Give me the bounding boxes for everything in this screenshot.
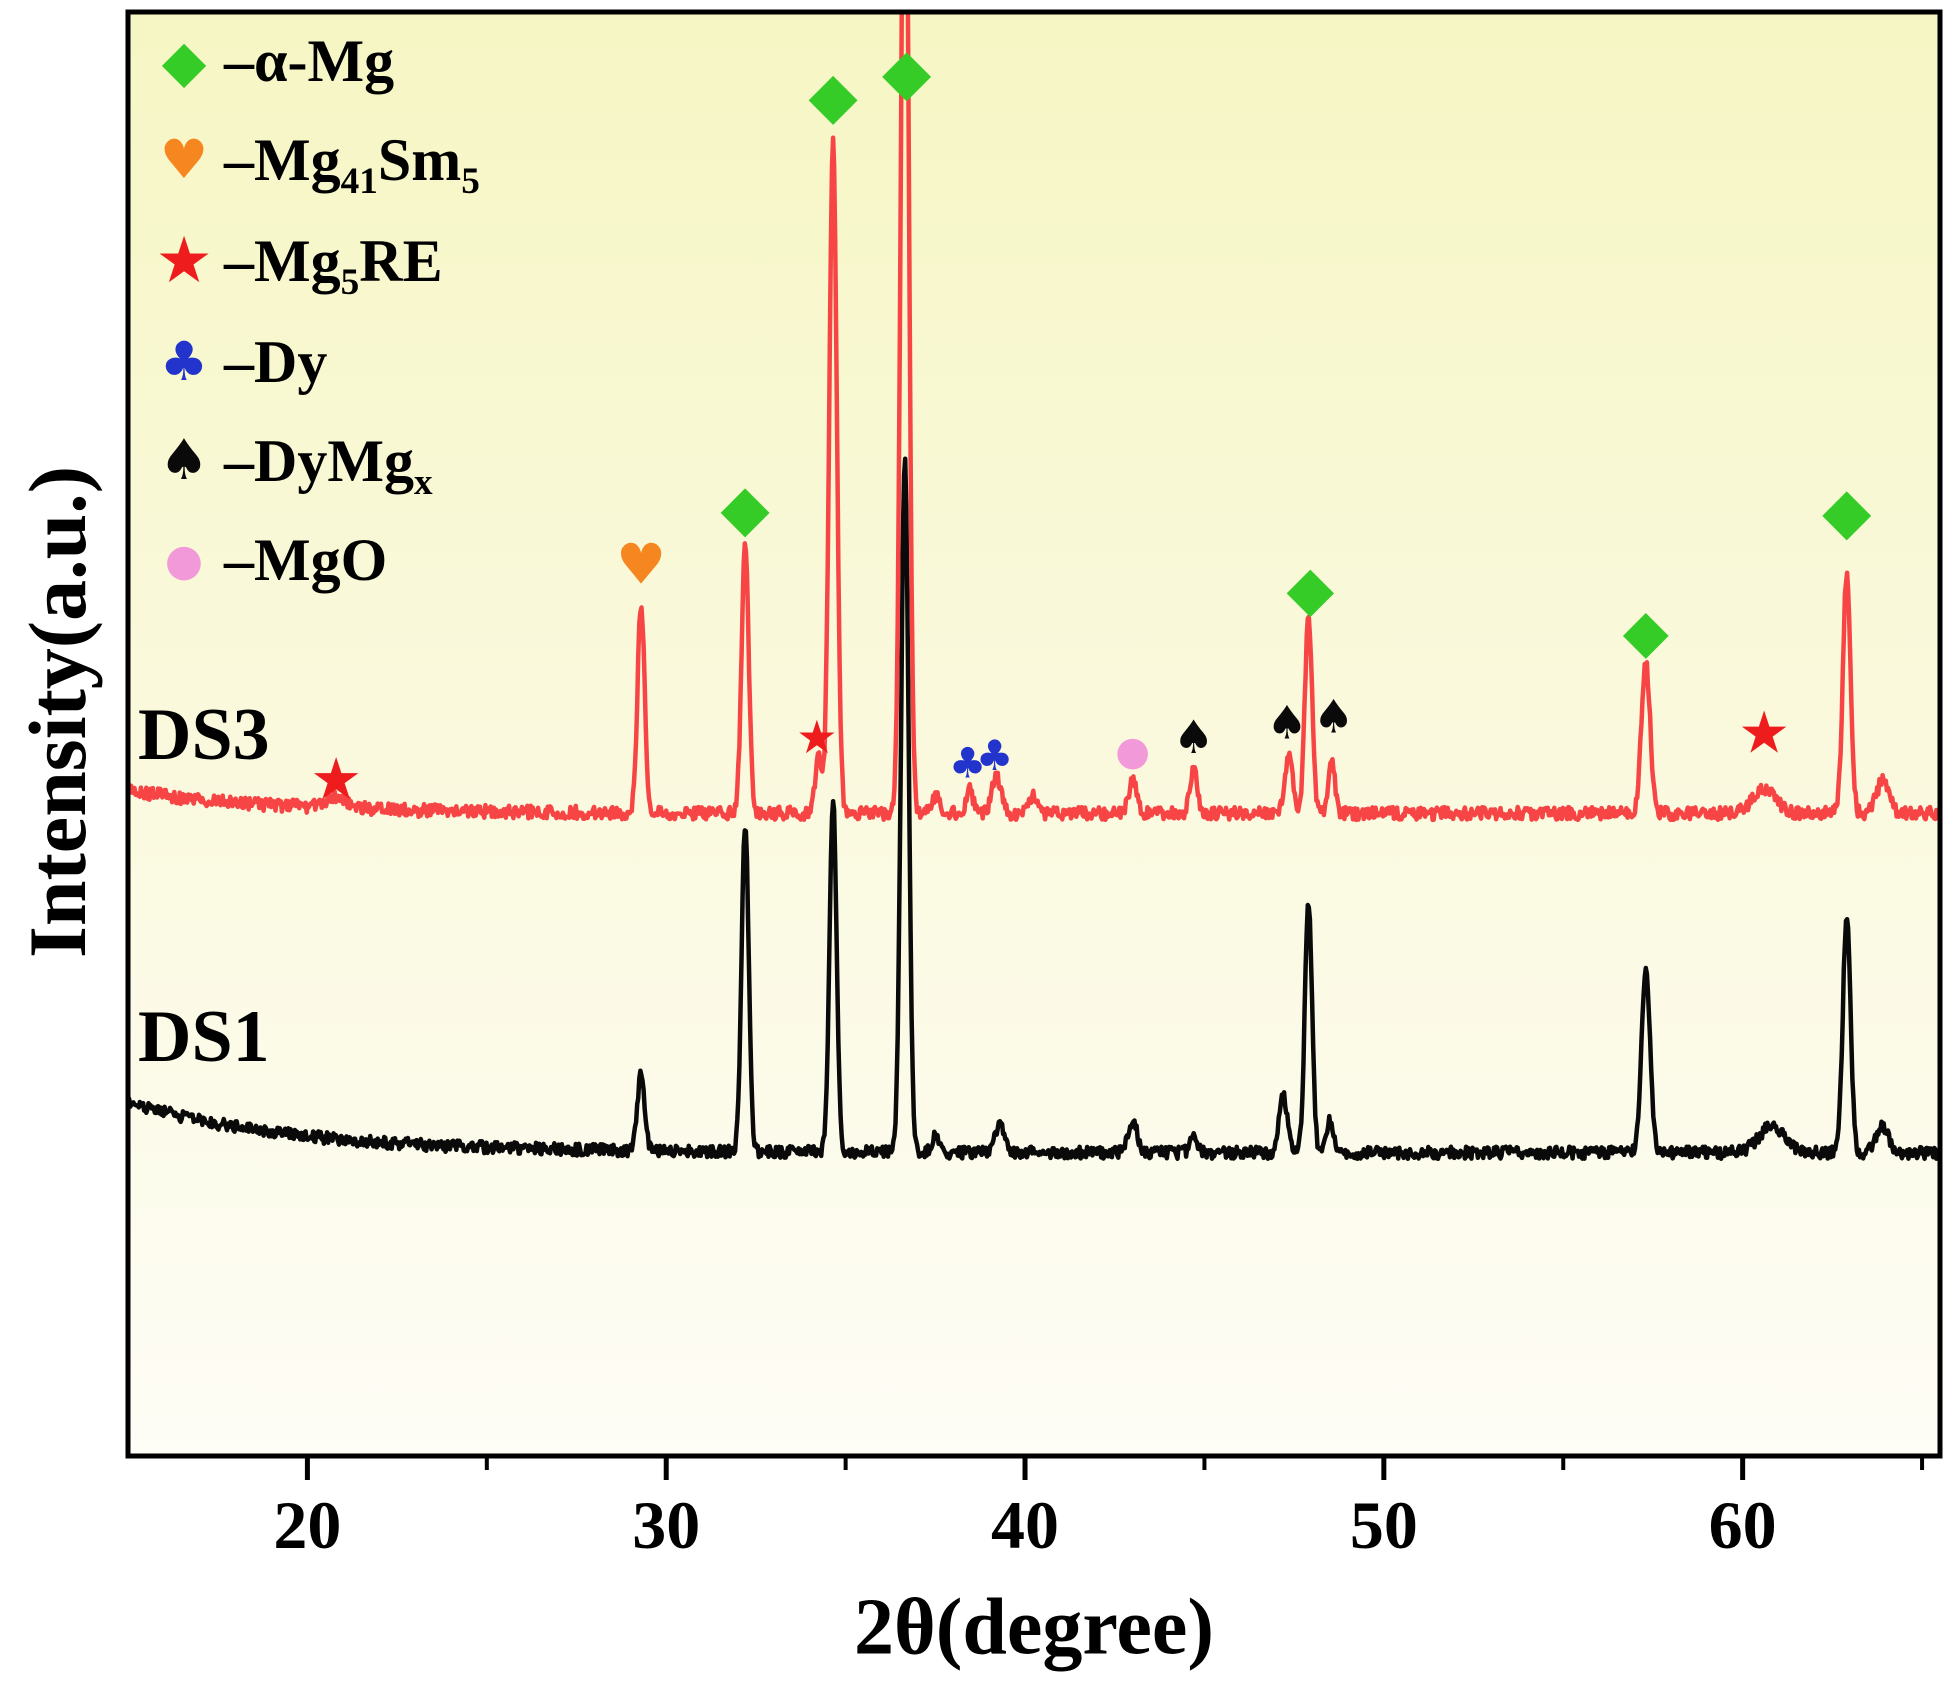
x-tick-label: 60	[1709, 1487, 1777, 1563]
x-tick-label: 40	[991, 1487, 1059, 1563]
legend-item-1: ♥ –Mg41Sm5	[148, 127, 480, 202]
curves	[128, 12, 1940, 1162]
marker-club-icon: ♣	[976, 731, 1014, 780]
legend-label: –α-Mg	[224, 28, 395, 94]
star-icon: ★	[155, 224, 213, 298]
x-tick-label: 20	[273, 1487, 341, 1563]
heart-icon: ♥	[159, 128, 209, 192]
marker-star-icon: ★	[310, 745, 362, 813]
legend-item-0: ◆ –α-Mg	[148, 30, 480, 93]
legend-label: –Mg5RE	[224, 228, 443, 304]
x-axis-label: 2θ(degree)	[853, 1583, 1215, 1672]
spade-icon: ♠	[158, 428, 210, 494]
plot-background	[128, 12, 1940, 1456]
legend-item-3: ♣ –Dy	[148, 331, 480, 394]
x-tick-label: 30	[632, 1487, 700, 1563]
marker-star-icon: ★	[796, 710, 837, 764]
circle-icon: ●	[164, 534, 204, 586]
plot-frame	[125, 9, 1943, 1459]
y-axis-label: Intensity(a.u.)	[12, 465, 103, 959]
marker-diamond-icon: ◆	[808, 59, 858, 133]
legend-label: –MgO	[224, 527, 388, 594]
marker-club-icon: ♣	[949, 738, 987, 787]
legend-item-5: ● –MgO	[148, 529, 480, 592]
curve-DS1	[128, 456, 1940, 1162]
curve-DS3	[128, 12, 1940, 823]
marker-diamond-icon: ◆	[721, 472, 771, 546]
marker-diamond-icon: ◆	[1623, 596, 1669, 666]
marker-heart-icon: ♥	[616, 533, 666, 598]
diamond-icon: ◆	[161, 27, 207, 96]
legend-item-4: ♠ –DyMgx	[148, 428, 480, 504]
club-icon: ♣	[159, 330, 209, 394]
marker-star-icon: ★	[1738, 699, 1790, 767]
marker-spade-icon: ♠	[1266, 695, 1307, 749]
marker-diamond-icon: ◆	[1286, 552, 1334, 625]
marker-diamond-icon: ◆	[882, 36, 932, 110]
legend-label: –DyMgx	[224, 428, 433, 504]
series-label-DS3: DS3	[138, 694, 270, 776]
series-label-DS1: DS1	[138, 996, 270, 1078]
marker-circle-icon: ●	[1115, 728, 1150, 774]
legend-label: –Dy	[224, 329, 328, 396]
legend-item-2: ★ –Mg5RE	[148, 224, 480, 304]
legend: ◆ –α-Mg ♥ –Mg41Sm5 ★ –Mg5RE ♣ –Dy ♠ –DyMgx ● –MgO	[148, 30, 480, 592]
marker-spade-icon: ♠	[1173, 710, 1214, 764]
marker-diamond-icon: ◆	[1822, 475, 1872, 549]
legend-label: –Mg41Sm5	[224, 127, 480, 202]
x-tick-label: 50	[1350, 1487, 1418, 1563]
marker-spade-icon: ♠	[1313, 690, 1354, 744]
